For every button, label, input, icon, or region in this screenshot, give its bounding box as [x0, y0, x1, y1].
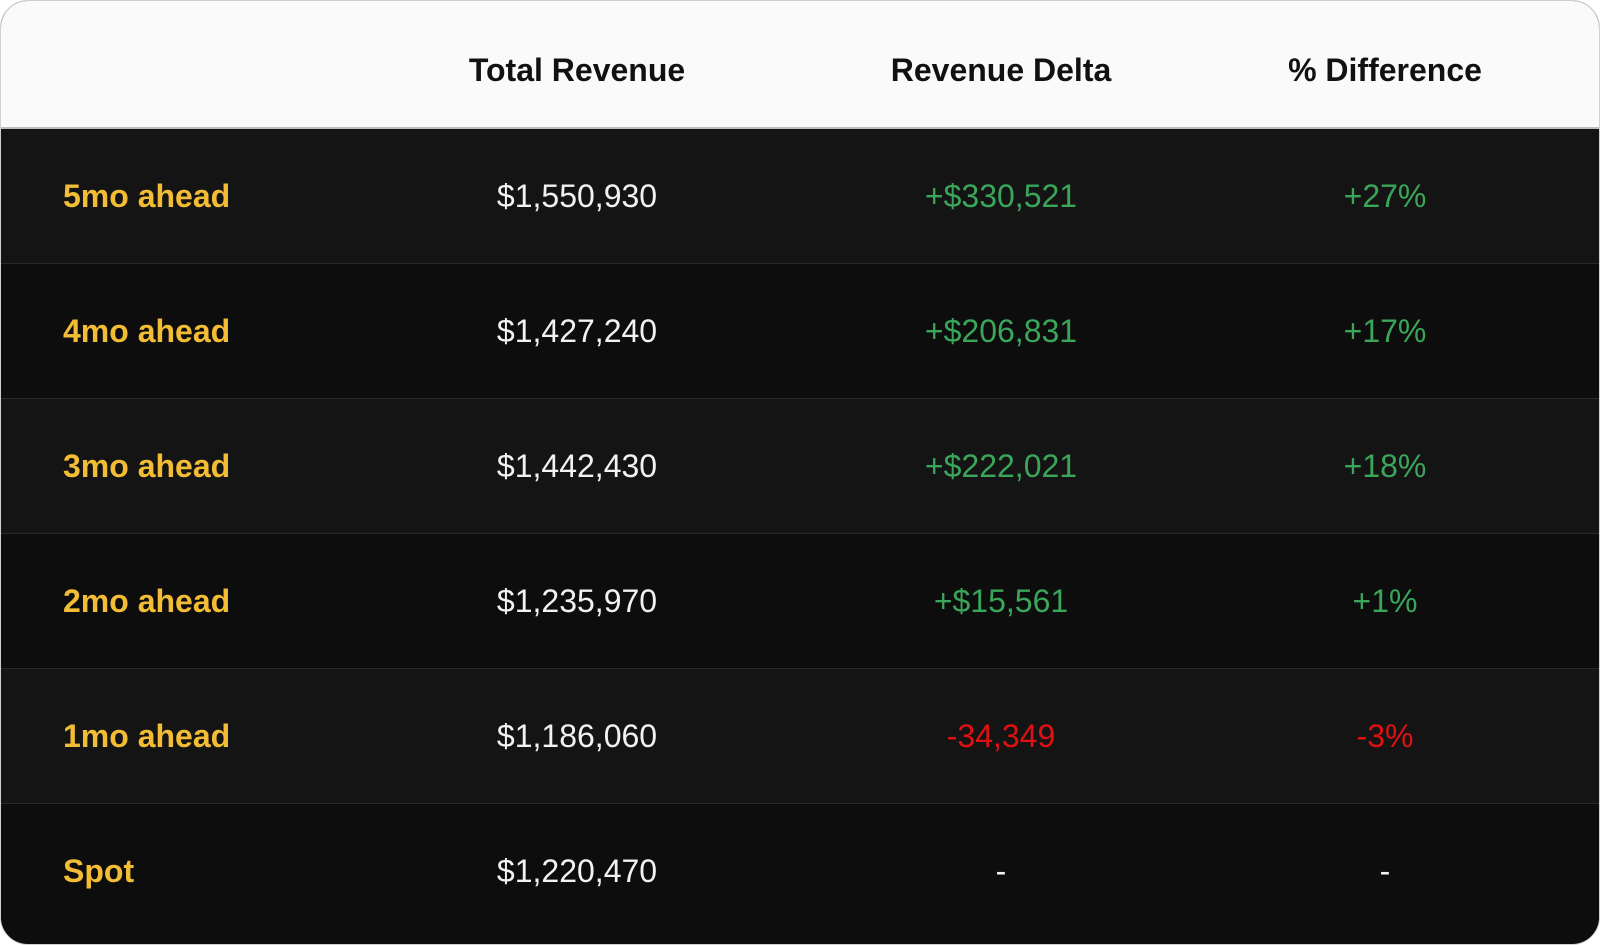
revenue-delta-cell: -34,349 — [946, 718, 1056, 754]
total-revenue-cell: $1,220,470 — [496, 853, 658, 889]
revenue-delta-cell: +$222,021 — [924, 448, 1078, 484]
table-row: 5mo ahead $1,550,930 +$330,521 +27% — [1, 129, 1599, 264]
row-label: Spot — [63, 853, 135, 889]
table-row: 2mo ahead $1,235,970 +$15,561 +1% — [1, 534, 1599, 669]
table-row: 4mo ahead $1,427,240 +$206,831 +17% — [1, 264, 1599, 399]
table-header: Total Revenue Revenue Delta % Difference — [1, 1, 1599, 129]
total-revenue-cell: $1,550,930 — [496, 178, 658, 214]
revenue-delta-cell: +$206,831 — [924, 313, 1078, 349]
total-revenue-cell: $1,427,240 — [496, 313, 658, 349]
table-body: 5mo ahead $1,550,930 +$330,521 +27% 4mo ahea… — [1, 129, 1599, 940]
row-label: 2mo ahead — [63, 583, 231, 619]
header-pct-difference: % Difference — [1288, 52, 1482, 88]
table-row: Spot $1,220,470 - - — [1, 804, 1599, 940]
row-label: 3mo ahead — [63, 448, 231, 484]
revenue-delta-cell: - — [995, 853, 1007, 889]
revenue-delta-cell: +$330,521 — [924, 178, 1078, 214]
total-revenue-cell: $1,235,970 — [496, 583, 658, 619]
header-total-revenue: Total Revenue — [468, 52, 686, 88]
pct-difference-cell: +17% — [1343, 313, 1427, 349]
table-row: 1mo ahead $1,186,060 -34,349 -3% — [1, 669, 1599, 804]
row-label: 5mo ahead — [63, 178, 231, 214]
revenue-delta-cell: +$15,561 — [933, 583, 1069, 619]
table-row: 3mo ahead $1,442,430 +$222,021 +18% — [1, 399, 1599, 534]
pct-difference-cell: +1% — [1352, 583, 1418, 619]
row-label: 1mo ahead — [63, 718, 231, 754]
pct-difference-cell: -3% — [1356, 718, 1414, 754]
row-label: 4mo ahead — [63, 313, 231, 349]
total-revenue-cell: $1,442,430 — [496, 448, 658, 484]
pct-difference-cell: +18% — [1343, 448, 1427, 484]
pct-difference-cell: +27% — [1343, 178, 1427, 214]
header-revenue-delta: Revenue Delta — [890, 52, 1112, 88]
total-revenue-cell: $1,186,060 — [496, 718, 658, 754]
pct-difference-cell: - — [1379, 853, 1391, 889]
